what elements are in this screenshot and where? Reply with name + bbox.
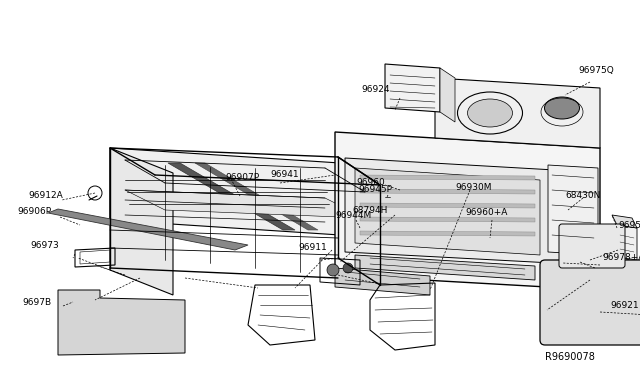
Polygon shape bbox=[355, 255, 535, 280]
Polygon shape bbox=[617, 225, 637, 260]
Text: 68430N: 68430N bbox=[565, 191, 600, 200]
Text: 96960+A: 96960+A bbox=[465, 208, 508, 217]
Circle shape bbox=[327, 264, 339, 276]
Text: 96950F: 96950F bbox=[618, 221, 640, 230]
Polygon shape bbox=[48, 209, 248, 250]
Ellipse shape bbox=[467, 99, 513, 127]
Polygon shape bbox=[335, 132, 600, 290]
Polygon shape bbox=[435, 78, 600, 148]
Text: R9690078: R9690078 bbox=[545, 352, 595, 362]
Polygon shape bbox=[345, 158, 590, 265]
Polygon shape bbox=[548, 165, 598, 255]
Text: 9697B: 9697B bbox=[22, 298, 51, 307]
Polygon shape bbox=[110, 148, 173, 295]
Polygon shape bbox=[110, 148, 340, 235]
Text: 96911: 96911 bbox=[298, 243, 327, 252]
Polygon shape bbox=[335, 268, 430, 295]
Text: 96921: 96921 bbox=[610, 301, 639, 310]
Text: 96960: 96960 bbox=[356, 178, 385, 187]
Text: 96941: 96941 bbox=[270, 170, 299, 179]
Text: 96906P: 96906P bbox=[17, 207, 51, 216]
Text: 68794H: 68794H bbox=[352, 206, 387, 215]
Polygon shape bbox=[385, 64, 440, 112]
Polygon shape bbox=[168, 163, 295, 230]
Polygon shape bbox=[195, 163, 318, 230]
Text: 96912A: 96912A bbox=[28, 191, 63, 200]
Text: 96924: 96924 bbox=[361, 85, 390, 94]
Text: 96930M: 96930M bbox=[455, 183, 492, 192]
Text: 96973: 96973 bbox=[30, 241, 59, 250]
Circle shape bbox=[343, 263, 353, 273]
Polygon shape bbox=[125, 190, 365, 218]
Polygon shape bbox=[440, 68, 455, 122]
Ellipse shape bbox=[545, 97, 579, 119]
Polygon shape bbox=[360, 175, 535, 180]
Text: 96978+A: 96978+A bbox=[602, 253, 640, 262]
Polygon shape bbox=[360, 217, 535, 222]
Text: 96945P: 96945P bbox=[358, 185, 392, 194]
Polygon shape bbox=[360, 203, 535, 208]
FancyBboxPatch shape bbox=[559, 224, 625, 268]
Text: 96944M: 96944M bbox=[335, 211, 371, 220]
Polygon shape bbox=[360, 231, 535, 236]
Polygon shape bbox=[360, 189, 535, 194]
Text: 96975Q: 96975Q bbox=[578, 66, 614, 75]
Polygon shape bbox=[58, 290, 185, 355]
Text: 96907P: 96907P bbox=[225, 173, 259, 182]
FancyBboxPatch shape bbox=[540, 260, 640, 345]
Polygon shape bbox=[355, 168, 540, 255]
Polygon shape bbox=[612, 215, 637, 228]
